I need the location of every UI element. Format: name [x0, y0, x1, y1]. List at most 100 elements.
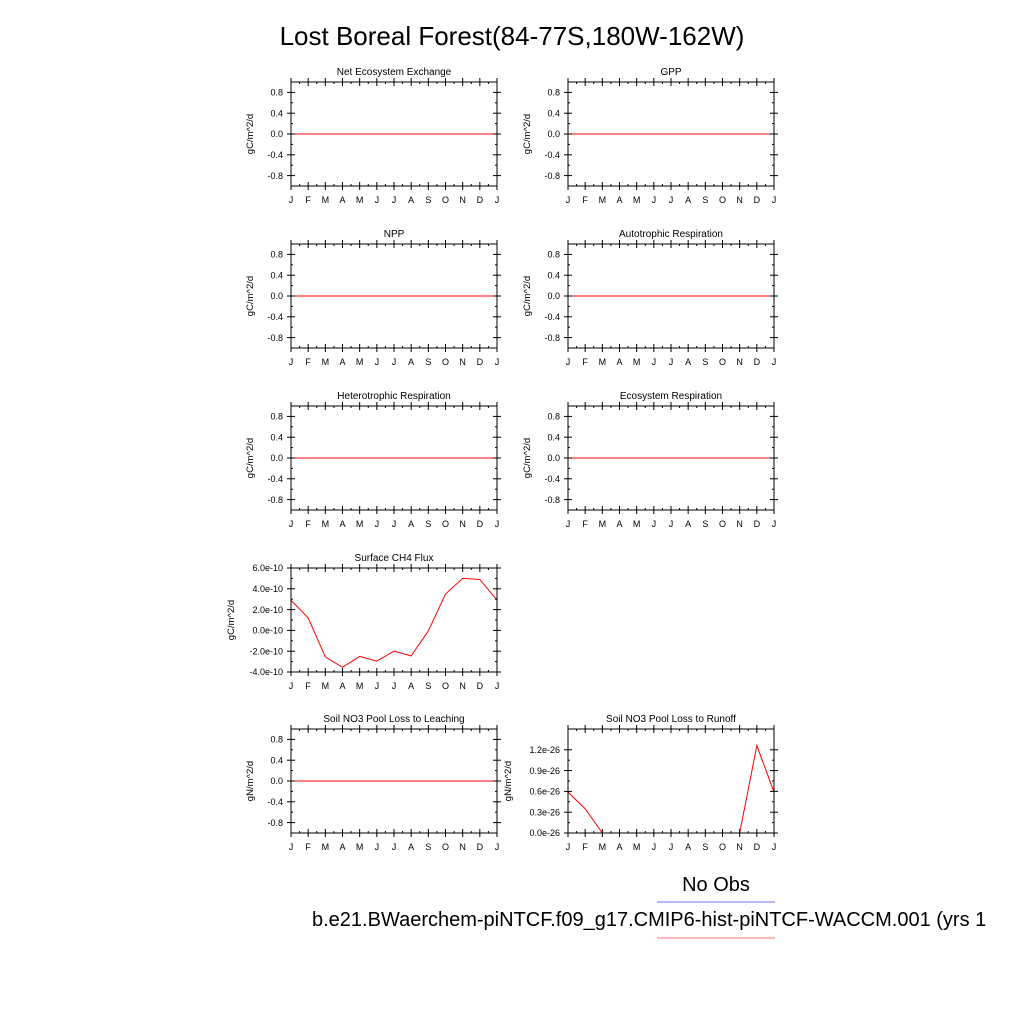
x-tick-label: M: [633, 357, 641, 367]
x-tick-label: S: [425, 357, 431, 367]
x-tick-label: O: [442, 681, 449, 691]
x-tick-label: M: [356, 357, 364, 367]
x-tick-label: J: [566, 357, 571, 367]
y-axis-label: gC/m^2/d: [245, 276, 256, 316]
x-tick-label: A: [408, 519, 414, 529]
y-tick-label: 0.8: [547, 250, 560, 260]
x-tick-label: M: [356, 519, 364, 529]
y-tick-label: 0.0: [547, 129, 560, 139]
y-tick-label: 0.9e-26: [529, 766, 560, 776]
x-tick-label: D: [477, 681, 484, 691]
x-tick-label: J: [772, 357, 777, 367]
y-axis-label: gC/m^2/d: [226, 600, 237, 640]
y-tick-label: -0.8: [544, 333, 560, 343]
x-tick-label: N: [736, 842, 743, 852]
panel-title: Surface CH4 Flux: [355, 553, 434, 564]
x-tick-label: J: [652, 842, 657, 852]
x-tick-label: M: [599, 195, 607, 205]
x-tick-label: N: [736, 195, 743, 205]
y-tick-label: 1.2e-26: [529, 745, 560, 755]
y-tick-label: 0.4: [547, 270, 560, 280]
x-tick-label: A: [616, 842, 622, 852]
y-tick-label: 0.0e-26: [529, 828, 560, 838]
x-tick-label: J: [289, 357, 294, 367]
legend: No Obs b.e21.BWaerchem-piNTCF.f09_g17.CM…: [312, 874, 986, 939]
x-tick-label: A: [616, 195, 622, 205]
y-tick-label: -0.4: [267, 150, 283, 160]
x-tick-label: S: [425, 195, 431, 205]
y-tick-label: -0.8: [267, 333, 283, 343]
x-tick-label: N: [459, 681, 466, 691]
x-tick-label: D: [754, 842, 761, 852]
x-tick-label: A: [339, 519, 345, 529]
x-tick-label: M: [633, 519, 641, 529]
y-tick-label: -0.8: [267, 818, 283, 828]
y-axis-label: gC/m^2/d: [522, 114, 533, 154]
x-tick-label: D: [754, 357, 761, 367]
x-tick-label: J: [289, 195, 294, 205]
x-tick-label: D: [477, 842, 484, 852]
x-tick-label: O: [442, 195, 449, 205]
panel-title: NPP: [384, 229, 405, 240]
legend-model-label: b.e21.BWaerchem-piNTCF.f09_g17.CMIP6-his…: [312, 909, 986, 931]
x-tick-label: O: [442, 842, 449, 852]
x-tick-label: J: [652, 519, 657, 529]
y-tick-label: 0.0e-10: [252, 626, 283, 636]
y-axis-label: gC/m^2/d: [245, 114, 256, 154]
x-tick-label: F: [305, 842, 311, 852]
x-tick-label: J: [495, 842, 500, 852]
x-tick-label: A: [408, 842, 414, 852]
y-tick-label: -0.4: [544, 312, 560, 322]
x-tick-label: J: [772, 519, 777, 529]
x-tick-label: M: [356, 842, 364, 852]
x-tick-label: S: [425, 519, 431, 529]
y-tick-label: 0.4: [270, 432, 283, 442]
x-tick-label: J: [375, 681, 380, 691]
panel-title: Net Ecosystem Exchange: [337, 67, 452, 78]
x-tick-label: F: [305, 195, 311, 205]
x-tick-label: O: [719, 519, 726, 529]
x-tick-label: A: [339, 681, 345, 691]
y-tick-label: 0.4: [547, 432, 560, 442]
x-tick-label: D: [477, 519, 484, 529]
x-tick-label: J: [392, 681, 397, 691]
y-tick-label: 0.8: [270, 735, 283, 745]
y-tick-label: 0.8: [547, 88, 560, 98]
x-tick-label: A: [616, 519, 622, 529]
series-line: [290, 577, 498, 668]
x-tick-label: A: [339, 357, 345, 367]
x-tick-label: M: [322, 842, 330, 852]
y-axis-label: gC/m^2/d: [245, 438, 256, 478]
x-tick-label: F: [305, 681, 311, 691]
x-tick-label: J: [495, 357, 500, 367]
x-tick-label: J: [566, 842, 571, 852]
y-tick-label: 0.8: [270, 88, 283, 98]
x-tick-label: F: [582, 357, 588, 367]
x-tick-label: O: [442, 357, 449, 367]
x-tick-label: F: [582, 519, 588, 529]
x-tick-label: N: [736, 519, 743, 529]
x-tick-label: J: [772, 195, 777, 205]
y-tick-label: 0.4: [270, 755, 283, 765]
x-tick-label: J: [375, 519, 380, 529]
y-tick-label: -2.0e-10: [249, 646, 283, 656]
x-tick-label: S: [425, 681, 431, 691]
x-tick-label: J: [375, 195, 380, 205]
panel-title: Soil NO3 Pool Loss to Leaching: [323, 714, 464, 725]
x-tick-label: N: [459, 842, 466, 852]
y-tick-label: 0.0: [270, 129, 283, 139]
x-tick-label: J: [566, 195, 571, 205]
y-tick-label: 0.4: [270, 108, 283, 118]
x-tick-label: F: [305, 357, 311, 367]
x-tick-label: J: [392, 195, 397, 205]
x-tick-label: O: [719, 195, 726, 205]
x-tick-label: F: [582, 195, 588, 205]
